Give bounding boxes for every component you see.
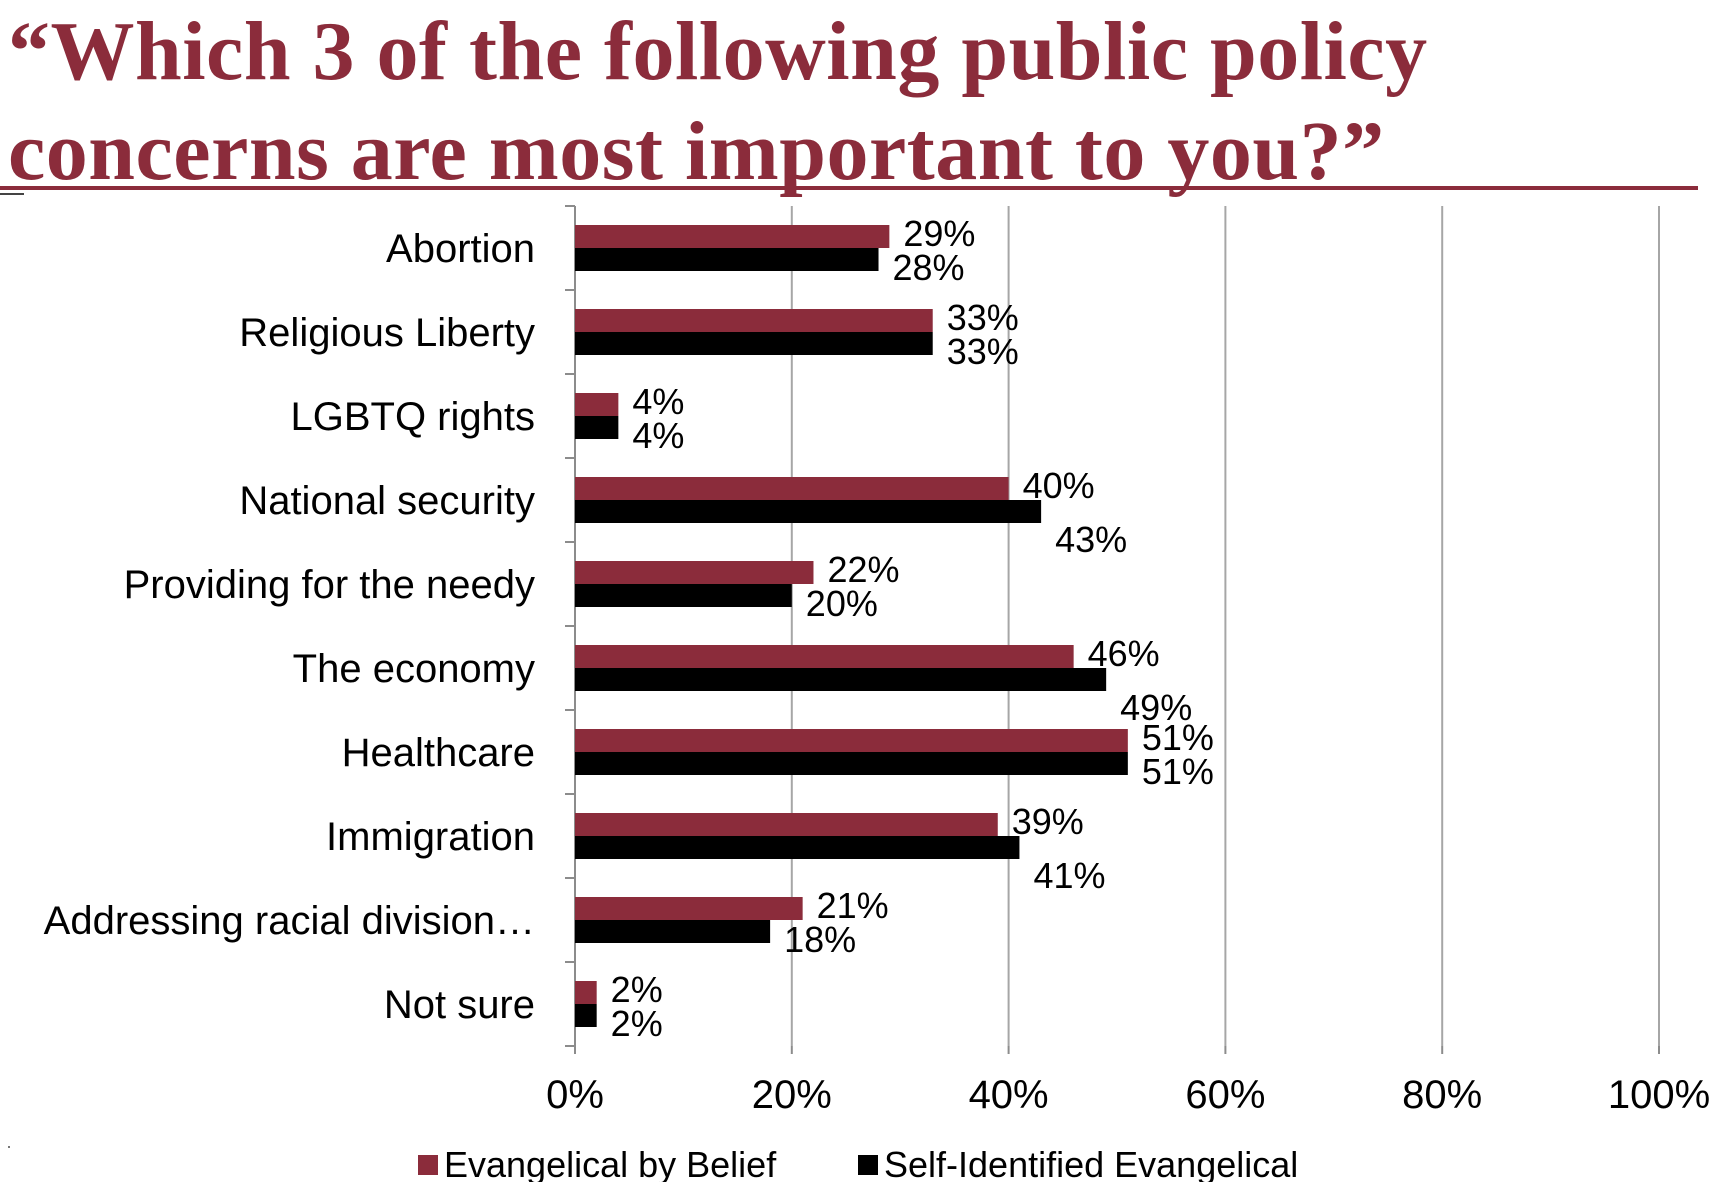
chart-legend: Evangelical by Belief Self-Identified Ev… (0, 1144, 1718, 1182)
bar-belief-6 (575, 729, 1128, 752)
data-label-belief-4: 22% (827, 549, 899, 590)
data-label-belief-7: 39% (1012, 801, 1084, 842)
x-tick-label-3: 60% (1185, 1073, 1265, 1117)
bar-self-identified-2 (575, 416, 619, 439)
data-label-belief-9: 2% (611, 969, 663, 1010)
bar-chart: 0% 20% 40% 60% 80% 100% Abortion 29%28% Religiou… (44, 205, 1710, 1117)
data-label-self-identified-0: 28% (893, 247, 965, 288)
x-tick-label-5: 100% (1608, 1073, 1710, 1117)
category-label-2: LGBTQ rights (290, 395, 535, 439)
category-label-4: Providing for the needy (124, 563, 535, 607)
data-label-belief-6: 51% (1142, 717, 1214, 758)
bar-belief-7 (575, 813, 998, 836)
data-label-self-identified-5: 49% (1120, 687, 1192, 728)
data-label-self-identified-6: 51% (1142, 751, 1214, 792)
page-title: “Which 3 of the following public policy … (8, 2, 1708, 202)
bar-belief-1 (575, 309, 933, 332)
bar-self-identified-5 (575, 668, 1107, 691)
legend-label-self-identified: Self-Identified Evangelical (884, 1144, 1299, 1182)
bar-belief-2 (575, 393, 619, 416)
category-label-0: Abortion (386, 227, 535, 271)
bar-belief-9 (575, 981, 597, 1004)
legend-item-self-identified: Self-Identified Evangelical (858, 1144, 1298, 1182)
category-label-7: Immigration (326, 815, 535, 859)
legend-label-belief: Evangelical by Belief (444, 1144, 777, 1182)
bar-self-identified-1 (575, 332, 933, 355)
data-label-self-identified-2: 4% (632, 415, 684, 456)
category-label-5: The economy (293, 647, 535, 691)
data-label-self-identified-1: 33% (947, 331, 1019, 372)
bar-self-identified-4 (575, 584, 792, 607)
data-label-belief-0: 29% (903, 213, 975, 254)
category-label-9: Not sure (384, 983, 535, 1027)
data-label-self-identified-8: 18% (784, 919, 856, 960)
data-label-belief-1: 33% (947, 297, 1019, 338)
bar-belief-5 (575, 645, 1074, 668)
x-tick-label-0: 0% (546, 1073, 604, 1117)
data-label-belief-2: 4% (632, 381, 684, 422)
legend-swatch-self-identified (858, 1155, 878, 1175)
title-line-1: “Which 3 of the following public policy (8, 5, 1428, 98)
legend-swatch-belief (418, 1155, 438, 1175)
category-label-8: Addressing racial division… (44, 899, 535, 943)
bar-belief-4 (575, 561, 814, 584)
bar-self-identified-8 (575, 920, 771, 943)
bar-belief-3 (575, 477, 1009, 500)
bar-self-identified-7 (575, 836, 1020, 859)
x-tick-label-1: 20% (752, 1073, 832, 1117)
small-dash-mark (0, 193, 24, 195)
bar-belief-8 (575, 897, 803, 920)
data-label-belief-3: 40% (1023, 465, 1095, 506)
data-label-self-identified-4: 20% (806, 583, 878, 624)
title-line-2: concerns are most important to you?” (8, 105, 1385, 198)
x-tick-label-4: 80% (1402, 1073, 1482, 1117)
data-label-belief-8: 21% (817, 885, 889, 926)
category-label-3: National security (239, 479, 535, 523)
small-dot-mark (8, 1146, 10, 1148)
category-label-1: Religious Liberty (239, 311, 535, 355)
legend-item-belief: Evangelical by Belief (418, 1144, 776, 1182)
data-label-self-identified-3: 43% (1055, 519, 1127, 560)
bar-self-identified-6 (575, 752, 1128, 775)
category-label-6: Healthcare (342, 731, 535, 775)
data-label-belief-5: 46% (1088, 633, 1160, 674)
bar-belief-0 (575, 225, 890, 248)
data-label-self-identified-9: 2% (611, 1003, 663, 1044)
bar-self-identified-3 (575, 500, 1042, 523)
data-label-self-identified-7: 41% (1033, 855, 1105, 896)
bar-self-identified-0 (575, 248, 879, 271)
x-tick-label-2: 40% (969, 1073, 1049, 1117)
bar-self-identified-9 (575, 1004, 597, 1027)
title-underline (0, 186, 1698, 190)
